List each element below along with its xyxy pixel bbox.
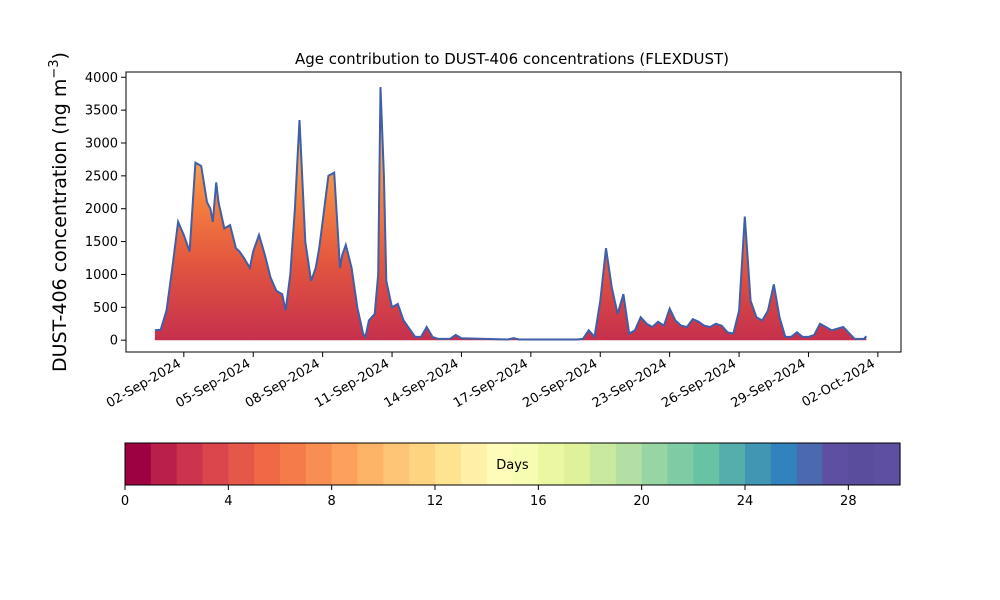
y-tick-label: 3000 <box>85 136 118 151</box>
colorbar-tick-label: 4 <box>224 494 232 509</box>
x-tick-label: 14-Sep-2024 <box>382 356 462 411</box>
colorbar-segment <box>667 443 694 485</box>
colorbar-tick-label: 8 <box>328 494 336 509</box>
x-tick-label: 26-Sep-2024 <box>659 356 739 411</box>
y-tick-label: 4000 <box>85 71 118 86</box>
colorbar-segment <box>719 443 746 485</box>
plot-frame <box>125 71 902 353</box>
chart-title: Age contribution to DUST-406 concentrati… <box>295 50 729 68</box>
colorbar-label: Days <box>496 458 529 473</box>
colorbar-tick-label: 20 <box>633 494 650 509</box>
y-tick-label: 2500 <box>85 169 118 184</box>
x-tick-label: 05-Sep-2024 <box>173 356 253 411</box>
colorbar-segment <box>693 443 720 485</box>
colorbar-segment <box>280 443 307 485</box>
x-tick-label: 17-Sep-2024 <box>451 356 531 411</box>
colorbar-segment <box>590 443 617 485</box>
colorbar-tick-label: 28 <box>840 494 857 509</box>
colorbar-segment <box>486 443 514 485</box>
colorbar-segment <box>409 443 436 485</box>
x-tick-label: 02-Oct-2024 <box>799 356 877 410</box>
y-axis: 0 500 1000 1500 2000 2500 3000 3500 4000 <box>85 71 126 349</box>
colorbar-segment <box>538 443 565 485</box>
colorbar-tick-label: 16 <box>530 494 547 509</box>
colorbar-segment <box>305 443 333 485</box>
colorbar-segment <box>254 443 281 485</box>
colorbar-segment <box>745 443 772 485</box>
colorbar-segment <box>435 443 462 485</box>
colorbar-segment <box>796 443 824 485</box>
colorbar-segment <box>176 443 204 485</box>
x-tick-label: 23-Sep-2024 <box>590 356 670 411</box>
plot-area <box>125 71 902 353</box>
y-tick-label: 500 <box>93 301 118 316</box>
colorbar-segment <box>641 443 669 485</box>
y-tick-label: 2000 <box>85 202 118 217</box>
colorbar-segment <box>460 443 488 485</box>
colorbar-segment <box>202 443 229 485</box>
x-tick-label: 11-Sep-2024 <box>312 356 392 411</box>
colorbar-segment <box>383 443 410 485</box>
colorbar-segment <box>331 443 359 485</box>
age-stacked-area <box>154 87 867 341</box>
colorbar: Days 0 4 8 12 16 20 24 28 <box>121 442 901 509</box>
colorbar-segment <box>848 443 875 485</box>
x-tick-label: 08-Sep-2024 <box>243 356 323 411</box>
x-tick-label: 02-Sep-2024 <box>104 356 184 411</box>
y-tick-label: 0 <box>110 334 118 349</box>
colorbar-segment <box>874 443 901 485</box>
colorbar-segment <box>822 443 849 485</box>
colorbar-segment <box>564 443 591 485</box>
y-axis-label: DUST-406 concentration (ng m−3) <box>47 52 71 372</box>
y-tick-label: 1000 <box>85 268 118 283</box>
colorbar-segment <box>150 443 178 485</box>
y-tick-label: 1500 <box>85 235 118 250</box>
x-tick-label: 20-Sep-2024 <box>520 356 600 411</box>
y-tick-label: 3500 <box>85 104 118 119</box>
x-axis: 02-Sep-202405-Sep-202408-Sep-202411-Sep-… <box>104 352 879 411</box>
colorbar-segment <box>615 443 643 485</box>
colorbar-segment <box>125 443 152 485</box>
colorbar-segment <box>770 443 798 485</box>
colorbar-tick-label: 24 <box>737 494 754 509</box>
colorbar-tick-label: 12 <box>427 494 444 509</box>
colorbar-tick-label: 0 <box>121 494 129 509</box>
colorbar-segment <box>357 443 384 485</box>
x-tick-label: 29-Sep-2024 <box>729 356 809 411</box>
total-concentration-line <box>154 87 868 341</box>
colorbar-segment <box>512 443 539 485</box>
colorbar-frame <box>124 442 901 486</box>
colorbar-segment <box>228 443 255 485</box>
